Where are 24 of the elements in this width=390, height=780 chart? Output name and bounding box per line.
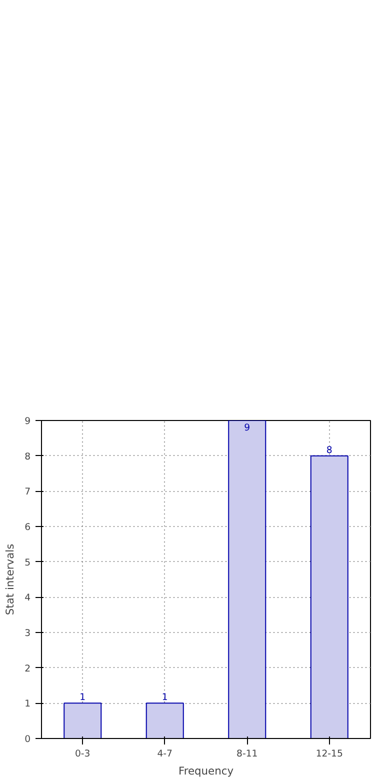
x-tick-label: 0-3 <box>75 748 90 760</box>
data-label: 1 <box>162 692 168 704</box>
bar <box>146 702 184 738</box>
y-tick-label: 1 <box>24 698 31 710</box>
bar <box>310 455 348 738</box>
data-label: 1 <box>80 692 86 704</box>
data-label: 9 <box>244 422 250 434</box>
y-tick-label: 3 <box>24 628 31 639</box>
bar <box>228 420 266 738</box>
x-axis-title: Frequency <box>178 764 234 778</box>
x-tick-label: 4-7 <box>157 748 173 760</box>
data-label: 8 <box>326 444 332 456</box>
y-tick-label: 8 <box>24 451 31 462</box>
y-axis-title: Stat intervals <box>4 543 17 616</box>
x-tick-label: 12-15 <box>316 748 343 760</box>
x-tick-label: 8-11 <box>236 748 258 760</box>
y-tick-label: 6 <box>24 522 31 533</box>
y-tick-label: 5 <box>24 557 31 568</box>
y-tick-label: 2 <box>24 663 31 674</box>
y-tick-label: 9 <box>24 416 31 427</box>
bar <box>64 702 102 738</box>
y-tick-label: 0 <box>24 734 31 745</box>
y-tick-label: 7 <box>24 486 31 498</box>
y-tick-label: 4 <box>24 592 31 604</box>
